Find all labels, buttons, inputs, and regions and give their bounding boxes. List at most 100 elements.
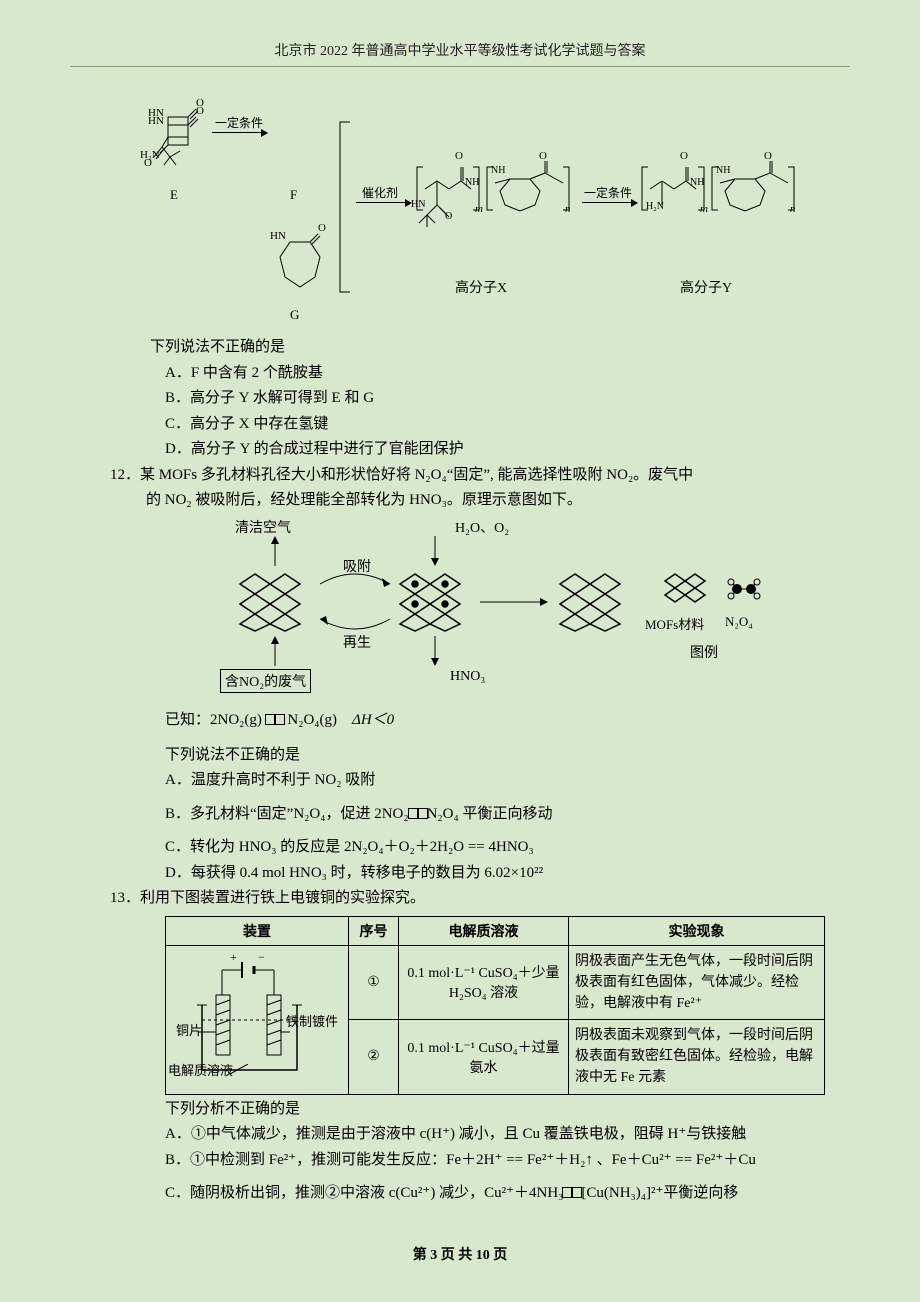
arrow-down-hno3-icon (425, 636, 445, 669)
molecule-F-label: F (290, 187, 297, 203)
molecule-G-label: G (290, 307, 299, 323)
Y-m: m (700, 203, 708, 215)
q11-option-B: B．高分子 Y 水解可得到 E 和 G (165, 386, 850, 412)
device-fe-label: 铁制镀件 (284, 1015, 340, 1030)
molecule-F-struct: HN O O (150, 107, 210, 180)
q12-known-dH: ΔH＜0 (352, 712, 394, 728)
X-m: m (475, 203, 483, 215)
q11-stem: 下列说法不正确的是 (150, 335, 850, 361)
polymer-X-struct: O NH m HN O O NH n (415, 155, 575, 253)
arrow-FG-X-label: 催化剂 (362, 184, 398, 201)
X-O2: O (539, 150, 547, 162)
arrow-X-Y (582, 202, 637, 203)
mofs-clean-air-label: 清洁空气 (235, 517, 291, 537)
footer-pre: 第 (413, 1248, 427, 1263)
q12-mofs-diagram: 吸附 再生 清洁空气 含NO₂的废气 H₂O、O₂ HNO₃ MOFs材料 N₂… (200, 514, 760, 694)
molecule-E-label: E (170, 187, 178, 203)
arrow-X-Y-label: 一定条件 (584, 184, 632, 201)
page-header: 北京市 2022 年普通高中学业水平等级性考试化学试题与答案 (70, 40, 850, 67)
label-line-fe (280, 1028, 290, 1036)
mol-G-HN: HN (270, 230, 286, 242)
q12-stem1: 某 MOFs 多孔材料孔径大小和形状恰好将 N₂O₄“固定”, 能高选择性吸附 … (140, 463, 850, 489)
X-NH2: NH (491, 165, 505, 176)
polymer-X-label: 高分子X (455, 277, 507, 297)
mofs-waste-gas-label: 含NO₂的废气 (220, 669, 311, 693)
device-sol-label: 电解质溶液 (168, 1060, 233, 1079)
row2-electrolyte: 0.1 mol·L⁻¹ CuSO₄＋过量氨水 (399, 1020, 569, 1095)
th-phenomenon: 实验现象 (569, 916, 825, 945)
Y-H2N: H₂N (646, 201, 664, 212)
footer-total: 10 (476, 1248, 490, 1263)
arrow-up-bottomleft-icon (265, 636, 285, 669)
table-header-row: 装置 序号 电解质溶液 实验现象 (166, 916, 825, 945)
q11-option-D: D．高分子 Y 的合成过程中进行了官能团保护 (165, 437, 850, 463)
mofs-node-3-icon (555, 569, 635, 634)
q12-number: 12． (110, 463, 140, 489)
footer-mid: 页 共 (441, 1248, 473, 1263)
Y-O1: O (680, 150, 688, 162)
q12-B-prefix: B．多孔材料“固定”N₂O₄，促进 2NO₂ (165, 806, 409, 822)
Y-NH2: NH (716, 165, 730, 176)
q13-C-prefix: C．随阴极析出铜，推测②中溶液 c(Cu²⁺) 减少，Cu²⁺＋4NH₃ (165, 1185, 563, 1201)
q13-option-B: B．①中检测到 Fe²⁺，推测可能发生反应：Fe＋2H⁺ == Fe²⁺＋H₂↑… (165, 1148, 850, 1174)
q13-line: 13． 利用下图装置进行铁上电镀铜的实验探究。 (70, 886, 850, 912)
mol-G-O: O (318, 222, 326, 234)
X-n: n (565, 203, 571, 215)
th-device: 装置 (166, 916, 349, 945)
device-minus: − (258, 950, 265, 965)
mol-F-O1: O (196, 97, 204, 109)
device-plus: + (230, 950, 237, 965)
legend-mofs-label: MOFs材料 (645, 614, 704, 633)
q13-stem2: 下列分析不正确的是 (165, 1097, 850, 1123)
bracket-icon (335, 117, 355, 297)
X-O-app: O (445, 211, 452, 222)
row2-id: ② (349, 1020, 399, 1095)
q12-option-A: A．温度升高时不利于 NO₂ 吸附 (165, 768, 850, 794)
q12-known-prefix: 已知：2NO₂(g) (165, 712, 262, 728)
polymer-Y-struct: O NH m H₂N O NH n (640, 155, 800, 238)
mol-F-HN: HN (148, 107, 164, 119)
q12-known: 已知：2NO₂(g) N₂O₄(g) ΔH＜0 (165, 708, 850, 729)
row2-phenomenon: 阴极表面未观察到气体，一段时间后阴极表面有致密红色固体。经检验，电解液中无 Fe… (569, 1020, 825, 1095)
mofs-hno3-label: HNO₃ (450, 669, 485, 685)
q12-known-mid: N₂O₄(g) (287, 712, 337, 728)
q13-option-A: A．①中气体减少，推测是由于溶液中 c(H⁺) 减小，且 Cu 覆盖铁电极，阻碍… (165, 1122, 850, 1148)
header-text: 北京市 2022 年普通高中学业水平等级性考试化学试题与答案 (275, 44, 646, 59)
q11-option-C: C．高分子 X 中存在氢键 (165, 412, 850, 438)
q13-stem: 利用下图装置进行铁上电镀铜的实验探究。 (140, 886, 850, 912)
q12-stem2: 的 NO₂ 被吸附后，经处理能全部转化为 HNO₃。原理示意图如下。 (146, 488, 850, 514)
q13-option-C: C．随阴极析出铜，推测②中溶液 c(Cu²⁺) 减少，Cu²⁺＋4NH₃[Cu(… (165, 1181, 850, 1207)
mofs-node-1-icon (235, 569, 315, 634)
mofs-node-2-icon (395, 569, 475, 634)
Y-n: n (790, 203, 796, 215)
legend-title: 图例 (690, 642, 718, 662)
q12-B-suffix: N₂O₄ 平衡正向移动 (427, 806, 553, 822)
table-row: + − 铜片 铁制镀件 电解质溶液 ① 0.1 mol·L⁻¹ CuSO₄＋少量… (166, 945, 825, 1020)
footer-post: 页 (493, 1248, 507, 1263)
mofs-h2o-label: H₂O、O₂ (455, 517, 509, 537)
th-id: 序号 (349, 916, 399, 945)
page-footer: 第 3 页 共 10 页 (0, 1244, 920, 1264)
q12-stem3: 下列说法不正确的是 (165, 743, 850, 769)
eq-box-icon (274, 714, 285, 725)
X-O1: O (455, 150, 463, 162)
arrow-FG-X (356, 202, 411, 203)
arrow-E-F (212, 132, 267, 133)
mofs-absorb-label: 吸附 (343, 556, 371, 576)
th-electrolyte: 电解质溶液 (399, 916, 569, 945)
legend-mofs-icon (660, 569, 710, 609)
q12-option-C: C．转化为 HNO₃ 的反应是 2N₂O₄＋O₂＋2H₂O == 4HNO₃ (165, 835, 850, 861)
molecule-G-struct: HN O (270, 232, 330, 300)
Y-O2: O (764, 150, 772, 162)
row1-electrolyte: 0.1 mol·L⁻¹ CuSO₄＋少量 H₂SO₄ 溶液 (399, 945, 569, 1020)
polymer-Y-label: 高分子Y (680, 277, 732, 297)
h2o-text: H₂O、 (455, 521, 494, 536)
arrow-up-left-icon (265, 536, 285, 569)
label-line-sol (230, 1064, 248, 1074)
o2-text: O₂ (494, 521, 509, 536)
q11-option-A: A．F 中含有 2 个酰胺基 (165, 361, 850, 387)
q13-table-wrap: 装置 序号 电解质溶液 实验现象 (165, 916, 850, 1095)
Y-NH1: NH (690, 177, 704, 188)
X-NH1: NH (465, 177, 479, 188)
mofs-regen-label: 再生 (343, 632, 371, 652)
